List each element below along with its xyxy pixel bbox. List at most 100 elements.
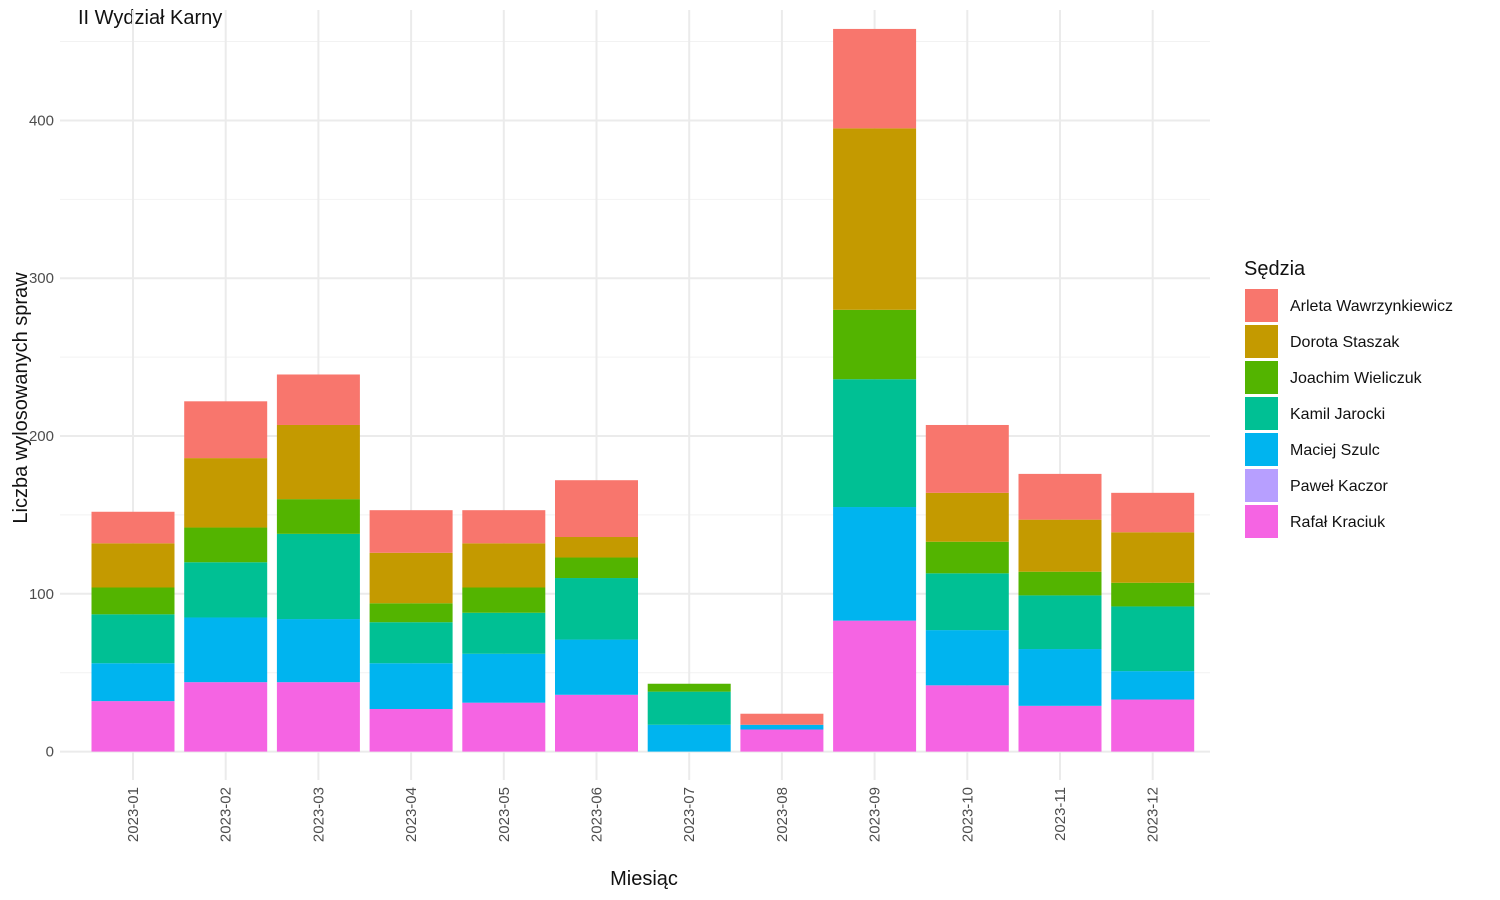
bar-segment	[925, 685, 1009, 752]
legend-label: Arleta Wawrzynkiewicz	[1290, 298, 1453, 315]
bar-segment	[833, 620, 917, 752]
bar-segment	[1111, 492, 1195, 533]
bar-segment	[276, 682, 360, 752]
bar-segment	[647, 691, 731, 725]
x-axis-title: Miesiąc	[610, 868, 678, 890]
x-tick-label: 2023-07	[681, 787, 698, 842]
bar-segment	[369, 663, 453, 709]
legend-swatch	[1245, 505, 1278, 538]
bar-segment	[925, 573, 1009, 631]
legend-swatch	[1245, 325, 1278, 358]
bar-segment	[925, 541, 1009, 574]
legend-label: Joachim Wieliczuk	[1290, 370, 1423, 387]
legend-swatch	[1245, 361, 1278, 394]
legend-label: Kamil Jarocki	[1290, 406, 1385, 423]
bar-segment	[833, 309, 917, 380]
legend-label: Paweł Kaczor	[1290, 478, 1388, 495]
legend-swatch	[1245, 433, 1278, 466]
chart-title: II Wydział Karny	[78, 7, 223, 29]
bar-segment	[462, 612, 546, 654]
x-tick-label: 2023-09	[867, 787, 884, 842]
legend-swatch	[1245, 469, 1278, 502]
bar-segment	[647, 683, 731, 692]
bar-segment	[276, 424, 360, 500]
bar-segment	[462, 587, 546, 613]
x-tick-label: 2023-10	[959, 787, 976, 842]
bar-segment	[184, 527, 268, 563]
bar-segment	[925, 424, 1009, 493]
bar-segment	[91, 663, 175, 702]
bar-segment	[462, 510, 546, 544]
bar-segment	[369, 622, 453, 664]
bars	[91, 28, 1195, 752]
x-tick-label: 2023-04	[403, 787, 420, 842]
x-tick-label: 2023-03	[310, 787, 327, 842]
bar-segment	[1018, 571, 1102, 596]
x-axis: 2023-01 2023-02 2023-03 2023-04 2023-05 2023-…	[125, 787, 1162, 842]
y-axis-title: Liczba wylosowanych spraw	[10, 272, 32, 524]
y-tick-label: 300	[29, 270, 54, 287]
bar-segment	[369, 510, 453, 553]
x-tick-label: 2023-01	[125, 787, 142, 842]
bar-segment	[925, 492, 1009, 542]
legend-label: Rafał Kraciuk	[1290, 514, 1386, 531]
bar-segment	[740, 713, 824, 725]
bar-segment	[555, 557, 638, 579]
bar-segment	[184, 617, 268, 683]
y-tick-label: 100	[29, 586, 54, 603]
bar-segment	[91, 511, 175, 544]
bar-segment	[276, 619, 360, 683]
bar-segment	[1111, 671, 1195, 700]
x-tick-label: 2023-12	[1145, 787, 1162, 842]
bar-segment	[1018, 705, 1102, 752]
bar-segment	[462, 543, 546, 588]
bar-segment	[555, 639, 638, 695]
bar-segment	[833, 128, 917, 310]
bar-segment	[91, 614, 175, 664]
bar-segment	[833, 507, 917, 621]
bar-segment	[1111, 606, 1195, 672]
legend-title: Sędzia	[1244, 258, 1306, 280]
bar-segment	[647, 724, 731, 752]
x-tick-label: 2023-08	[774, 787, 791, 842]
bar-segment	[462, 702, 546, 752]
x-tick-label: 2023-11	[1052, 787, 1069, 841]
bar-segment	[555, 537, 638, 558]
bar-segment	[276, 533, 360, 620]
bar-segment	[925, 630, 1009, 686]
bar-segment	[833, 379, 917, 508]
x-tick-label: 2023-05	[496, 787, 513, 842]
bar-segment	[1111, 699, 1195, 752]
bar-segment	[184, 458, 268, 528]
bar-segment	[369, 552, 453, 604]
bar-segment	[1018, 649, 1102, 706]
bar-segment	[91, 587, 175, 615]
bar-segment	[369, 708, 453, 752]
y-tick-label: 400	[29, 112, 54, 129]
y-axis: 0 100 200 300 400	[29, 112, 54, 760]
bar-segment	[369, 603, 453, 623]
bar-segment	[91, 543, 175, 588]
bar-segment	[833, 28, 917, 129]
bar-segment	[184, 562, 268, 618]
bar-segment	[740, 729, 824, 752]
bar-segment	[1111, 532, 1195, 583]
x-tick-label: 2023-06	[589, 787, 606, 842]
x-tick-label: 2023-02	[218, 787, 235, 842]
bar-segment	[462, 653, 546, 703]
legend-label: Dorota Staszak	[1290, 334, 1400, 351]
bar-segment	[184, 401, 268, 459]
bar-segment	[740, 724, 824, 730]
bar-segment	[276, 374, 360, 425]
bar-segment	[555, 480, 638, 538]
y-tick-label: 200	[29, 428, 54, 445]
bar-segment	[555, 694, 638, 752]
bar-segment	[91, 701, 175, 752]
legend-label: Maciej Szulc	[1290, 442, 1380, 459]
bar-segment	[1111, 582, 1195, 607]
legend-swatch	[1245, 289, 1278, 322]
bar-segment	[276, 499, 360, 534]
bar-segment	[1018, 519, 1102, 572]
y-tick-label: 0	[46, 744, 54, 761]
